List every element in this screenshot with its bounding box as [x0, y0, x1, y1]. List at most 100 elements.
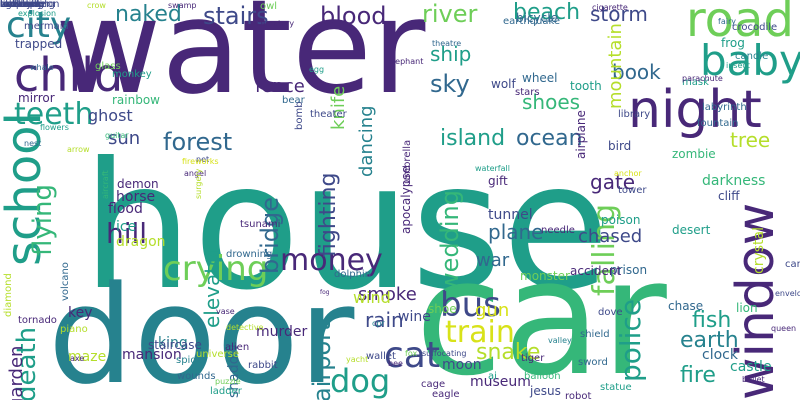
word-river: river [422, 0, 478, 28]
word-war: war [476, 250, 510, 271]
word-bow: bow [0, 0, 21, 10]
word-stars: stars [515, 87, 540, 98]
word-watermelon: watermelon [0, 0, 60, 10]
word-wheel: wheel [522, 71, 558, 85]
word-mask: mask [682, 77, 709, 88]
word-car: car [415, 224, 667, 400]
word-eagle: eagle [432, 389, 460, 400]
word-cage: cage [421, 379, 446, 390]
word-ant: ant [0, 0, 17, 10]
word-aircraft: aircraft [101, 170, 110, 200]
word-tunnel: tunnel [488, 207, 533, 223]
word-smoke: smoke [358, 284, 417, 305]
word-beach: beach [513, 0, 581, 25]
word-empty: empty [0, 0, 33, 10]
word-king: king [158, 335, 188, 351]
word-surgery: surgery [194, 168, 203, 199]
word-house: house [82, 126, 610, 329]
word-flying: flying [28, 183, 58, 256]
word-parachute: parachute [682, 74, 723, 83]
word-waterfall: waterfall [475, 164, 510, 173]
word-helicopter: helicopter [0, 0, 51, 10]
word-train: train [445, 315, 515, 350]
word-shoe: shoe [428, 302, 457, 316]
word-book: book [612, 60, 661, 84]
word-forest: forest [163, 128, 233, 156]
word-statue: statue [600, 382, 632, 393]
word-labyrinth: labyrinth [702, 102, 747, 113]
word-universe: universe [196, 349, 239, 360]
word-fence: fence [255, 76, 305, 97]
word-ai: ai [488, 371, 497, 382]
word-gate: gate [590, 170, 636, 194]
word-detective: detective [226, 323, 264, 332]
word-rain: rain [365, 308, 404, 332]
word-gun: gun [475, 300, 510, 321]
word-jesus: jesus [530, 384, 561, 398]
word-explosion: explosion [18, 9, 57, 18]
word-mermaid: mermaid [24, 21, 69, 32]
word-monster: monster [520, 269, 570, 283]
word-envelope: envelope [775, 289, 800, 298]
word-umbrella: umbrella [402, 139, 413, 184]
word-frog: frog [721, 36, 745, 50]
word-fountain: fountain [697, 118, 739, 129]
word-lobster: lobster [0, 0, 35, 10]
word-staircase: staircase [148, 338, 202, 352]
word-bomb: bomb [294, 101, 305, 130]
word-snake: snake [476, 340, 541, 365]
word-bus: bus [440, 285, 501, 325]
word-crystal: crystal [751, 226, 767, 274]
word-sword: sword [578, 357, 608, 368]
word-fire: fire [680, 363, 716, 388]
word-museum: museum [470, 374, 531, 390]
word-accident: accident [570, 264, 622, 278]
word-bear: bear [282, 95, 305, 106]
word-crocodile: crocodile [732, 22, 778, 33]
word-net: net [196, 155, 210, 164]
word-cat: cat [384, 335, 440, 376]
word-dragon: dragon [116, 234, 166, 250]
word-city: city [6, 5, 72, 46]
word-shield: shield [580, 329, 610, 340]
word-alien: alien [225, 342, 250, 353]
word-piano: piano [60, 324, 88, 335]
word-queen: queen [771, 324, 797, 333]
word-suffocating: suffocating [422, 349, 467, 358]
word-swamp: swamp [168, 1, 197, 10]
word-theatre: theatre [432, 39, 462, 48]
word-axe: axe [70, 354, 85, 363]
word-fighting: fighting [316, 172, 341, 257]
word-mountain: mountain [605, 23, 626, 110]
word-island: island [440, 126, 506, 151]
word-anchor: anchor [614, 169, 642, 178]
word-volcano: volcano [60, 261, 71, 301]
word-flowers: flowers [40, 123, 69, 132]
word-storm: storm [590, 2, 648, 26]
word-key: key [68, 305, 93, 321]
word-wounds: wounds [177, 371, 216, 382]
word-lion: lion [736, 301, 758, 315]
word-clock: clock [702, 347, 738, 363]
word-darkness: darkness [702, 173, 766, 189]
word-meadow: meadow [0, 0, 43, 10]
word-bullet: bullet [742, 375, 765, 384]
word-library: library [618, 109, 651, 120]
word-chase: chase [668, 299, 704, 313]
word-baby: baby [700, 36, 800, 85]
word-whale: whale [30, 63, 54, 72]
word-fairy: fairy [718, 17, 736, 26]
word-bridge: bridge [256, 197, 284, 275]
word-stairs: stairs [203, 2, 269, 30]
word-crow: crow [87, 1, 106, 10]
word-drowning: drowning [226, 249, 273, 260]
word-egg: egg [309, 65, 325, 74]
word-fireworks: fireworks [182, 157, 219, 166]
word-angel: angel [184, 169, 207, 178]
word-knife: knife [328, 85, 349, 130]
word-hammer: hammer [0, 0, 43, 10]
word-night: night [628, 80, 762, 140]
word-tsunami: tsunami [240, 219, 281, 230]
word-naked: naked [115, 2, 182, 27]
word-chased: chased [578, 226, 643, 247]
